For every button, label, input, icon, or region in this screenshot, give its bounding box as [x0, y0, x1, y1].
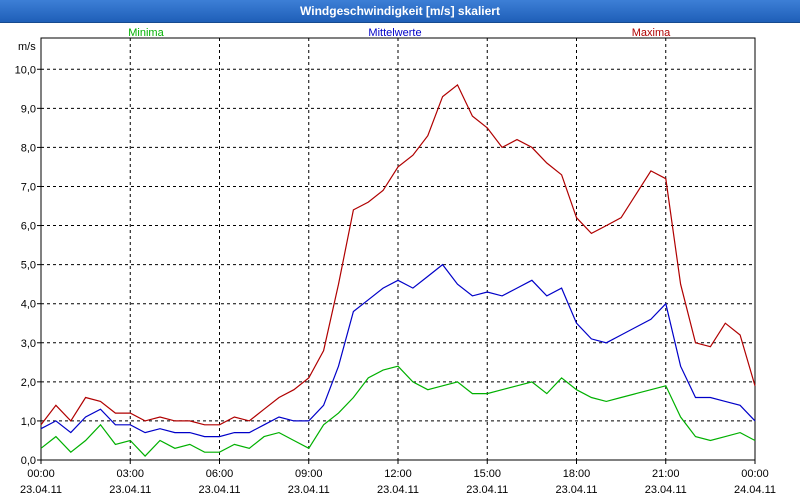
y-tick-label: 4,0 [21, 299, 36, 311]
chart-canvas: 0,0 1,0 2,0 3,0 4,0 5,0 6,0 7,0 8,0 9,0 10,0 00:00… [15, 27, 776, 496]
y-tick-label: 10,0 [15, 64, 36, 76]
legend-minima: Minima [128, 27, 164, 39]
y-tick-label: 1,0 [21, 416, 36, 428]
x-tick-date: 24.04.11 [734, 484, 776, 496]
x-tick-date: 23.04.11 [466, 484, 508, 496]
series-maxima-line [40, 83, 756, 426]
series-lines [40, 83, 756, 457]
y-tick-label: 7,0 [21, 181, 36, 193]
x-tick-date: 23.04.11 [377, 484, 419, 496]
x-tick-time: 09:00 [295, 468, 323, 480]
x-tick-time: 06:00 [206, 468, 234, 480]
x-tick-time: 00:00 [741, 468, 769, 480]
y-tick-label: 3,0 [21, 338, 36, 350]
x-tick-date: 23.04.11 [109, 484, 151, 496]
y-tick-label: 2,0 [21, 377, 36, 389]
x-tick-date: 23.04.11 [555, 484, 597, 496]
y-axis-unit-label: m/s [18, 41, 36, 53]
y-tick-label: 8,0 [21, 142, 36, 154]
x-tick-time: 03:00 [116, 468, 144, 480]
x-tick-date: 23.04.11 [288, 484, 330, 496]
y-axis-ticks: 0,0 1,0 2,0 3,0 4,0 5,0 6,0 7,0 8,0 9,0 10,0 [15, 64, 41, 467]
x-tick-date: 23.04.11 [20, 484, 62, 496]
series-mittelwerte-line [40, 263, 756, 438]
legend-mittelwerte: Mittelwerte [368, 27, 421, 39]
y-tick-label: 0,0 [21, 455, 36, 467]
chart-title: Windgeschwindigkeit [m/s] skaliert [300, 4, 500, 18]
x-tick-time: 21:00 [652, 468, 680, 480]
legend-maxima: Maxima [632, 27, 671, 39]
x-tick-time: 00:00 [27, 468, 55, 480]
x-tick-date: 23.04.11 [645, 484, 687, 496]
x-axis-ticks: 00:00 23.04.11 03:00 23.04.11 06:00 23.04.11 0… [20, 460, 776, 496]
x-tick-date: 23.04.11 [198, 484, 240, 496]
y-tick-label: 5,0 [21, 260, 36, 272]
y-tick-label: 9,0 [21, 103, 36, 115]
x-tick-time: 15:00 [473, 468, 501, 480]
series-minima-line [40, 365, 756, 457]
y-tick-label: 6,0 [21, 221, 36, 233]
title-bar: Windgeschwindigkeit [m/s] skaliert [0, 0, 800, 23]
x-tick-time: 18:00 [563, 468, 591, 480]
x-tick-time: 12:00 [384, 468, 412, 480]
